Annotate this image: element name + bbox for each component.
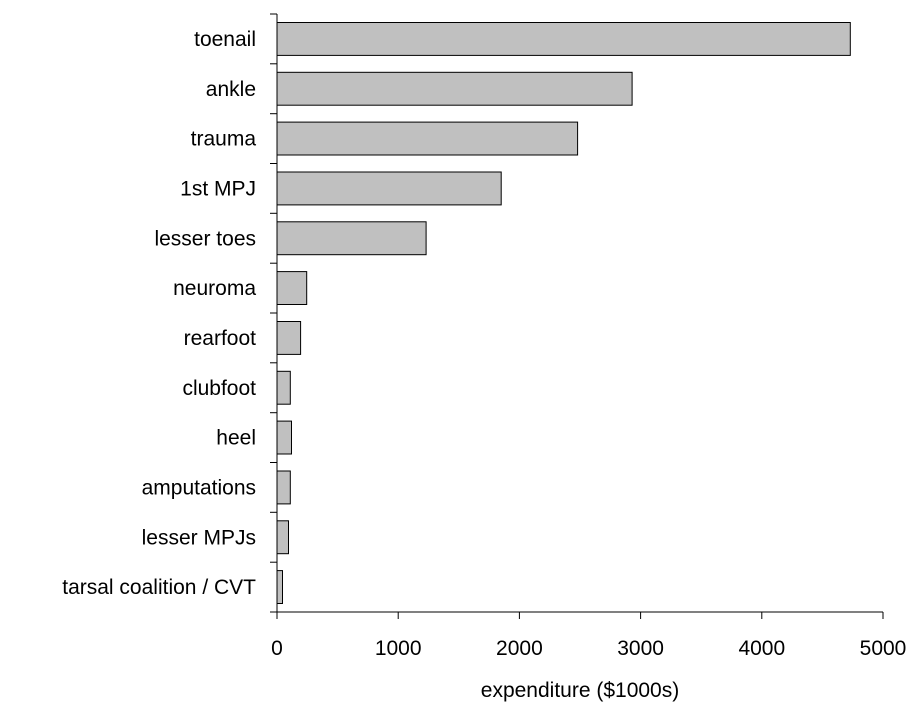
x-axis-ticks-group: 0 1000 2000 3000 4000 5000 [271, 612, 906, 660]
bar [276, 121, 579, 156]
category-labels-group: toenail ankle trauma 1st MPJ lesser toes neur… [62, 28, 256, 599]
bar [276, 420, 292, 455]
category-label: tarsal coalition / CVT [62, 576, 256, 599]
bars-group [276, 22, 851, 604]
category-label: amputations [142, 476, 256, 499]
category-label: lesser MPJs [142, 526, 256, 549]
bar [276, 370, 291, 405]
y-axis-ticks-group [270, 13, 277, 613]
bar [276, 221, 427, 256]
category-label: neuroma [173, 277, 256, 300]
x-axis-tick-label: 0 [271, 637, 283, 660]
bar [276, 22, 851, 56]
x-axis-tick-label: 5000 [860, 637, 907, 660]
category-label: lesser toes [154, 227, 256, 250]
bar [276, 71, 633, 106]
bar [276, 520, 289, 555]
category-label: ankle [206, 78, 256, 101]
x-axis-tick-label: 2000 [496, 637, 543, 660]
x-axis-tick-label: 4000 [738, 637, 785, 660]
category-label: rearfoot [184, 327, 257, 350]
category-label: toenail [194, 28, 256, 51]
bar [276, 321, 302, 355]
category-label: 1st MPJ [180, 177, 256, 200]
category-label: clubfoot [182, 377, 256, 400]
x-axis-tick-label: 1000 [375, 637, 422, 660]
category-label: trauma [191, 128, 257, 151]
bar [276, 171, 502, 206]
x-axis-tick-label: 3000 [617, 637, 664, 660]
category-label: heel [216, 427, 256, 450]
x-axis-title: expenditure ($1000s) [481, 679, 679, 702]
bar [276, 271, 308, 306]
bar [276, 570, 283, 604]
bar [276, 470, 291, 505]
